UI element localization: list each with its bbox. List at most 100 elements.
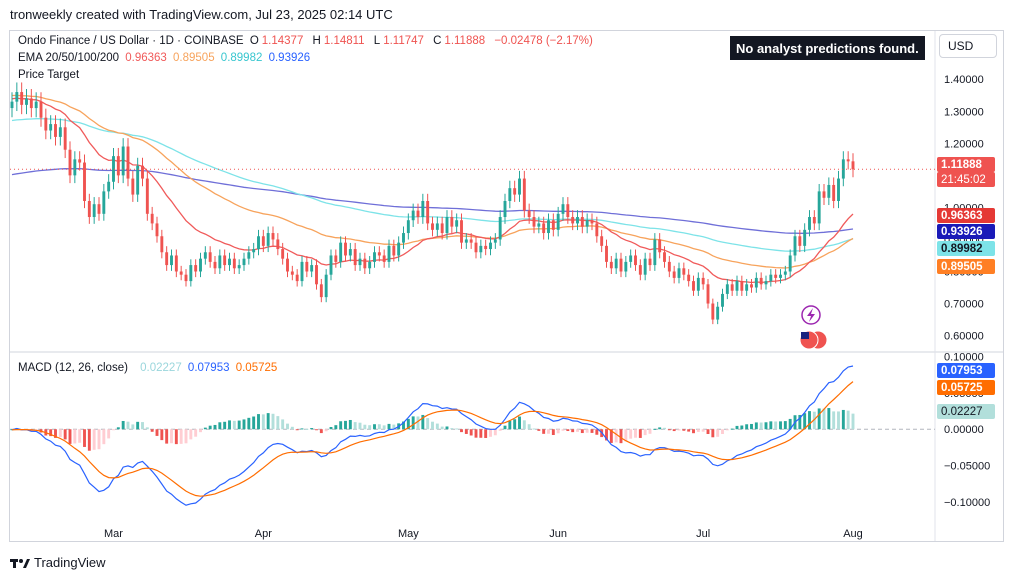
candle-body <box>126 146 130 179</box>
candle-body <box>199 258 202 272</box>
macd-hist-bar <box>165 429 169 444</box>
macd-hist-bar <box>348 419 352 430</box>
macd-hist-bar <box>716 429 720 437</box>
candle-body <box>121 146 125 176</box>
macd-hist-bar <box>493 429 497 436</box>
candle-body <box>368 261 372 269</box>
candle-body <box>20 92 24 105</box>
currency-button[interactable]: USD <box>939 34 997 58</box>
macd-hist-bar <box>580 429 584 434</box>
tradingview-logo[interactable]: TradingView <box>10 555 106 570</box>
histogram-tag: 0.02227 <box>937 404 995 419</box>
candle-body <box>54 124 57 137</box>
time-axis-tick: May <box>398 528 419 540</box>
ema-legend[interactable]: EMA 20/50/100/200 0.96363 0.89505 0.8998… <box>18 52 313 64</box>
candle-body <box>508 188 512 201</box>
macd-hist-bar <box>513 419 517 430</box>
candle-body <box>431 223 434 230</box>
candle-body <box>764 281 768 285</box>
candle-body <box>218 255 222 269</box>
candle-body <box>788 255 792 272</box>
candle-body <box>334 255 338 262</box>
high-label: H <box>312 35 321 47</box>
macd-hist-bar <box>435 423 439 430</box>
macd-hist-bar <box>653 428 657 430</box>
candle-body <box>595 223 599 237</box>
candle-body <box>165 252 169 266</box>
candle-body <box>498 217 502 240</box>
macd-tag: 0.07953 <box>937 363 995 378</box>
macd-hist-bar <box>696 429 700 432</box>
macd-hist-bar <box>315 429 318 431</box>
candle-body <box>783 271 787 275</box>
macd-hist-bar <box>658 427 662 430</box>
macd-hist-bar <box>228 420 231 430</box>
candle-body <box>49 124 53 131</box>
candle-body <box>793 236 797 256</box>
candle-body <box>406 220 410 234</box>
macd-hist-bar <box>479 429 483 438</box>
price-axis-tick: 0.70000 <box>944 299 984 311</box>
macd-hist-bar <box>566 429 570 432</box>
macd-hist-bar <box>730 428 734 430</box>
us-flag-canton <box>801 332 809 339</box>
macd-hist-bar <box>353 422 357 430</box>
macd-hist-bar <box>822 408 826 430</box>
candle-body <box>295 274 299 282</box>
symbol-legend[interactable]: Ondo Finance / US Dollar · 1D · COINBASE… <box>18 35 596 47</box>
macd-hist-bar <box>851 413 855 430</box>
candle-body <box>648 258 652 266</box>
price-axis-tick: 1.40000 <box>944 74 984 86</box>
macd-hist-bar <box>116 427 120 430</box>
ema20-line <box>11 97 854 284</box>
macd-hist-bar <box>672 429 676 432</box>
macd-legend[interactable]: MACD (12, 26, close) 0.02227 0.07953 0.0… <box>18 362 280 374</box>
macd-hist-bar <box>406 418 410 430</box>
candle-body <box>73 159 77 176</box>
candle-body <box>798 236 802 246</box>
macd-hist-bar <box>344 420 347 430</box>
macd-hist-bar <box>363 424 367 430</box>
candle-body <box>750 284 753 288</box>
candle-body <box>377 252 381 256</box>
macd-hist-bar <box>619 429 623 444</box>
macd-hist-bar <box>498 429 502 431</box>
macd-hist-bar <box>556 429 560 434</box>
candle-body <box>527 210 531 218</box>
macd-hist-bar <box>78 429 82 443</box>
candle-body <box>63 127 67 150</box>
candle-body <box>208 252 212 262</box>
ema100-tag: 0.89982 <box>937 241 995 256</box>
macd-hist-bar <box>334 425 338 430</box>
macd-hist-bar <box>667 429 671 431</box>
candle-body <box>629 255 633 262</box>
price-target-legend[interactable]: Price Target <box>18 69 80 81</box>
candle-body <box>25 98 28 105</box>
macd-hist-bar <box>305 428 309 430</box>
price-axis-tick: 1.30000 <box>944 106 984 118</box>
candle-body <box>257 236 260 250</box>
candle-body <box>392 245 396 256</box>
macd-hist-bar <box>846 410 850 430</box>
candle-body <box>344 242 347 256</box>
tradingview-logo-icon <box>10 558 30 568</box>
macd-hist-bar <box>643 429 647 436</box>
macd-hist-bar <box>450 428 454 430</box>
ema20-tag: 0.96363 <box>937 208 995 223</box>
macd-hist-bar <box>232 420 236 430</box>
candle-body <box>281 249 285 259</box>
candle-body <box>92 204 96 218</box>
macd-hist-bar <box>484 429 488 438</box>
candle-body <box>387 245 391 262</box>
macd-hist-bar <box>629 429 633 439</box>
analyst-badge: No analyst predictions found. <box>730 36 925 60</box>
macd-hist-bar <box>392 424 396 430</box>
macd-hist-bar <box>832 411 836 430</box>
candle-body <box>397 242 401 256</box>
candle-body <box>203 252 207 259</box>
macd-hist-bar <box>489 429 492 437</box>
macd-hist-bar <box>247 417 251 430</box>
candle-body <box>440 223 444 234</box>
macd-hist-bar <box>464 429 468 434</box>
